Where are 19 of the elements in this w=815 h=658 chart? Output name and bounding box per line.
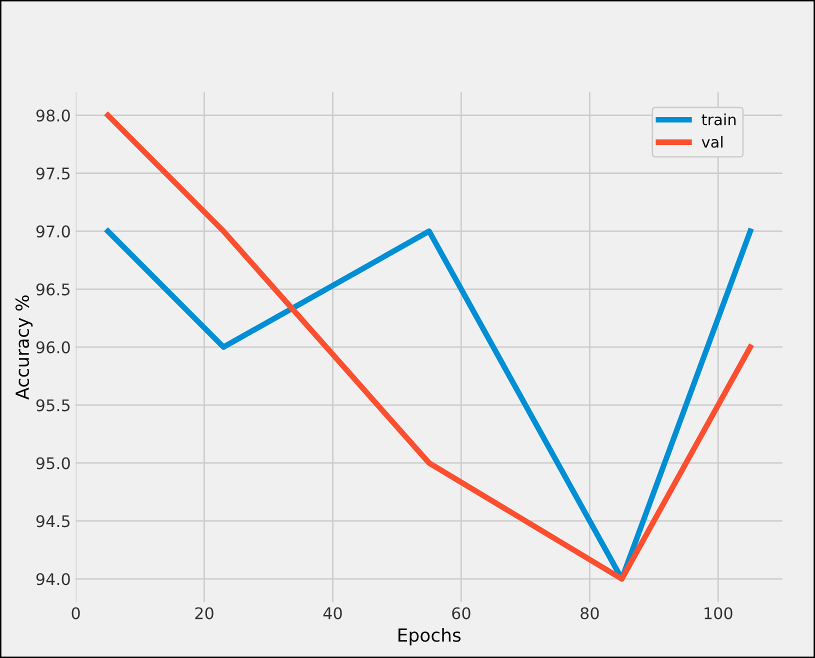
y-tick-label: 94.5: [36, 515, 70, 528]
y-tick-label: 94.0: [36, 573, 70, 586]
legend-label: train: [702, 114, 736, 126]
y-tick-label: 96.5: [36, 283, 70, 296]
y-tick-label: 97.5: [36, 167, 70, 180]
y-axis-title: Accuracy %: [15, 295, 33, 400]
x-axis-title: Epochs: [398, 628, 461, 646]
x-tick-label: 80: [580, 607, 599, 620]
y-tick-label: 95.0: [36, 457, 70, 470]
x-tick-label: 60: [452, 607, 470, 620]
y-tick-label: 98.0: [36, 110, 70, 122]
x-tick-label: 20: [195, 607, 214, 620]
legend-label: val: [702, 136, 723, 148]
x-tick-label: 0: [72, 607, 80, 620]
y-tick-label: 96.0: [36, 341, 70, 354]
x-tick-label: 100: [704, 607, 732, 620]
x-tick-label: 40: [323, 607, 342, 620]
y-tick-label: 97.0: [36, 225, 70, 238]
y-tick-label: 95.5: [36, 399, 70, 412]
